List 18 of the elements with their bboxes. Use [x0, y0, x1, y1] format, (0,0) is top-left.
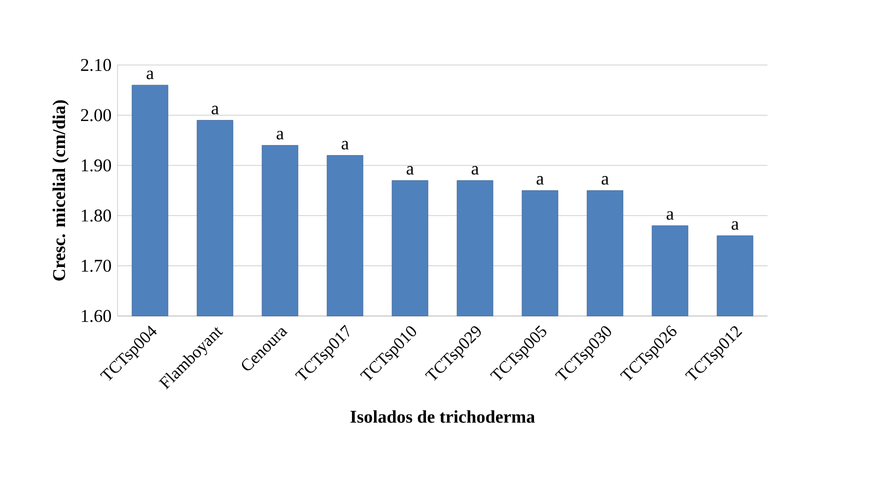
- y-tick-label: 2.00: [81, 109, 111, 122]
- data-label: a: [602, 176, 609, 185]
- x-axis-title: Isolados de trichoderma: [350, 410, 535, 423]
- data-label: a: [146, 70, 154, 80]
- data-label: a: [732, 221, 739, 230]
- data-label: a: [212, 106, 219, 114]
- y-axis-title: Cresc. micelial (cm/dia): [52, 100, 69, 281]
- data-label: a: [406, 166, 414, 175]
- y-tick-label: 1.70: [82, 260, 111, 272]
- data-label: a: [536, 176, 544, 185]
- data-label: a: [276, 130, 284, 140]
- data-label: a: [666, 211, 674, 220]
- y-tick-label: 2.10: [81, 58, 111, 72]
- data-label: a: [342, 140, 349, 150]
- data-label: a: [472, 166, 479, 175]
- y-tick-label: 1.90: [82, 159, 111, 172]
- y-tick-label: 1.60: [82, 310, 111, 322]
- y-tick-label: 1.80: [82, 210, 111, 222]
